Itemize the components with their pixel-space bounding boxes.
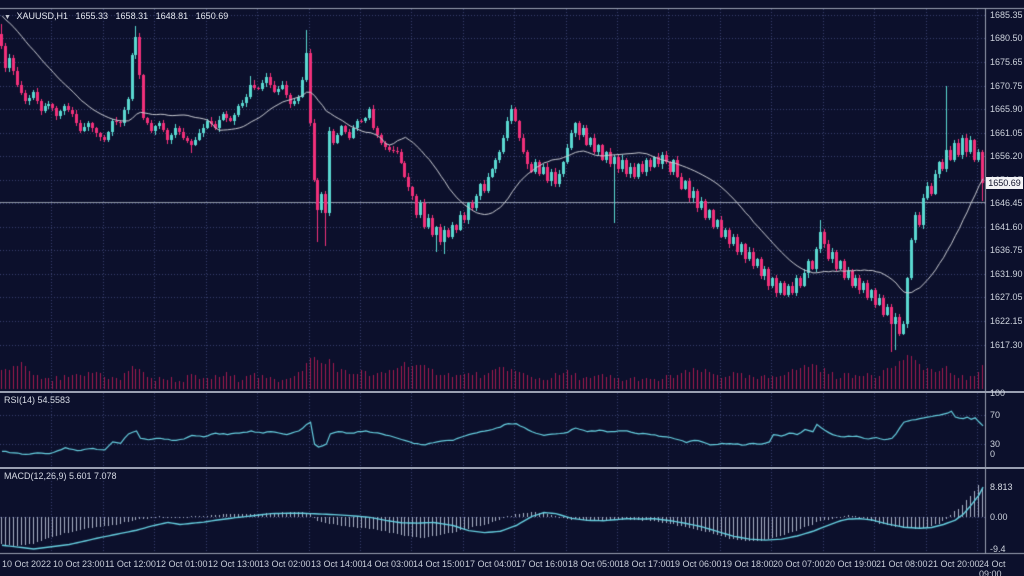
time-axis-label: 19 Oct 18:00 xyxy=(722,559,774,569)
time-axis-label: 12 Oct 01:00 xyxy=(156,559,208,569)
rsi-axis-label: 70 xyxy=(990,410,1001,420)
ohlc-open: 1655.33 xyxy=(75,11,109,21)
price-axis-label: 1670.75 xyxy=(990,81,1023,91)
time-axis-label: 20 Oct 07:00 xyxy=(773,559,825,569)
time-axis[interactable]: 10 Oct 2022 10 Oct 23:00 11 Oct 12:00 12 Oc… xyxy=(0,559,1024,576)
macd-current-value: 8.813 xyxy=(990,482,1013,492)
macd-min-label: -9.4 xyxy=(990,544,1006,554)
rsi-axis-label: 0 xyxy=(990,449,996,459)
time-axis-label: 21 Oct 08:00 xyxy=(876,559,928,569)
current-price-tag: 1650.69 xyxy=(986,177,1023,189)
rsi-axis-label: 30 xyxy=(990,439,1001,449)
price-axis-label: 1631.90 xyxy=(990,269,1023,279)
rsi-indicator-label: RSI(14) 54.5583 xyxy=(4,395,71,405)
ohlc-close: 1650.69 xyxy=(195,11,229,21)
price-axis-label: 1646.45 xyxy=(990,198,1023,208)
price-axis-label: 1641.60 xyxy=(990,222,1023,232)
price-axis-label: 1627.05 xyxy=(990,292,1023,302)
pane-separator-macd[interactable] xyxy=(0,467,1024,469)
price-axis-label: 1617.30 xyxy=(990,340,1023,350)
time-axis-label: 17 Oct 04:00 xyxy=(465,559,517,569)
macd-zero-label: 0.00 xyxy=(990,512,1008,522)
price-axis[interactable]: 1685.35 1680.50 1675.65 1670.75 1665.90 1661.… xyxy=(986,8,1024,554)
ohlc-high: 1658.31 xyxy=(115,11,149,21)
time-axis-label: 17 Oct 16:00 xyxy=(516,559,568,569)
time-axis-label: 10 Oct 2022 xyxy=(2,559,52,569)
rsi-axis-label: 100 xyxy=(990,388,1006,398)
price-axis-label: 1661.05 xyxy=(990,128,1023,138)
time-axis-label: 14 Oct 15:00 xyxy=(413,559,465,569)
time-axis-label: 18 Oct 05:00 xyxy=(568,559,620,569)
time-axis-label: 18 Oct 17:00 xyxy=(619,559,671,569)
time-axis-label: 19 Oct 06:00 xyxy=(670,559,722,569)
price-axis-label: 1680.50 xyxy=(990,33,1023,43)
pane-separator-rsi[interactable] xyxy=(0,391,1024,393)
chart-title: ▼ XAUUSD,H1 1655.33 1658.31 1648.81 1650… xyxy=(4,11,233,21)
time-axis-label: 10 Oct 23:00 xyxy=(53,559,105,569)
price-axis-label: 1675.65 xyxy=(990,57,1023,67)
time-axis-label: 13 Oct 14:00 xyxy=(311,559,363,569)
time-axis-label: 12 Oct 13:00 xyxy=(208,559,260,569)
time-axis-label: 11 Oct 12:00 xyxy=(105,559,156,569)
symbol-period-label: XAUUSD,H1 xyxy=(16,11,68,21)
chart-menu-arrow-icon[interactable]: ▼ xyxy=(4,14,11,21)
macd-indicator-label: MACD(12,26,9) 5.601 7.078 xyxy=(4,471,117,481)
price-axis-label: 1685.35 xyxy=(990,10,1023,20)
time-axis-label: 24 Oct 09:00 xyxy=(979,559,1006,576)
price-axis-label: 1622.15 xyxy=(990,316,1023,326)
time-axis-label: 20 Oct 19:00 xyxy=(825,559,877,569)
time-axis-label: 14 Oct 03:00 xyxy=(362,559,414,569)
price-axis-label: 1665.90 xyxy=(990,104,1023,114)
price-axis-label: 1656.20 xyxy=(990,151,1023,161)
ohlc-low: 1648.81 xyxy=(155,11,189,21)
price-axis-label: 1636.75 xyxy=(990,245,1023,255)
time-axis-label: 13 Oct 02:00 xyxy=(259,559,311,569)
time-axis-label: 21 Oct 20:00 xyxy=(928,559,980,569)
